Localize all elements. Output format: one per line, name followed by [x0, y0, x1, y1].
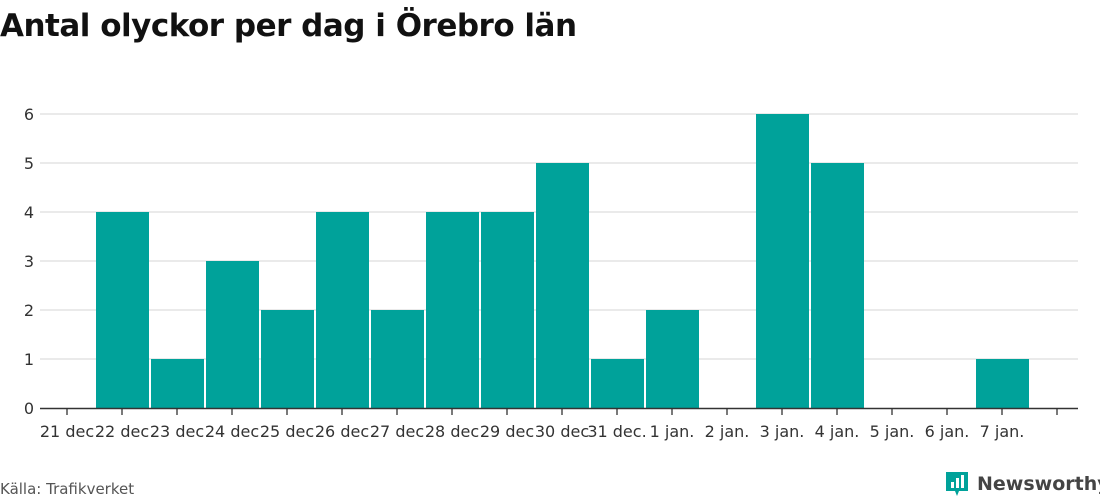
bar [536, 163, 589, 408]
y-tick-label: 1 [24, 350, 34, 369]
x-tick-label: 23 dec [150, 422, 204, 441]
bar [976, 359, 1029, 408]
x-tick-label: 27 dec [370, 422, 424, 441]
brand-name: Newsworthy [977, 473, 1100, 495]
x-tick-label: 5 jan. [870, 422, 915, 441]
x-tick-label: 29 dec [480, 422, 534, 441]
chart-title: Antal olyckor per dag i Örebro län [0, 8, 577, 44]
bar [96, 212, 149, 408]
y-axis-labels: 0 1 2 3 4 5 6 [24, 105, 34, 418]
x-tick-label: 28 dec [425, 422, 479, 441]
bar [426, 212, 479, 408]
bar [371, 310, 424, 408]
y-tick-label: 5 [24, 154, 34, 173]
source-note: Källa: Trafikverket [0, 480, 135, 498]
bar [756, 114, 809, 408]
bar [261, 310, 314, 408]
x-tick-label: 21 dec [40, 422, 94, 441]
x-tick-label: 30 dec [535, 422, 589, 441]
x-tick-label: 2 jan. [705, 422, 750, 441]
bar-chart: 0 1 2 3 4 5 6 21 dec 22 dec 23 dec 24 dec 25 dec 26… [24, 105, 1078, 441]
x-tick-label: 7 jan. [980, 422, 1025, 441]
x-tick-label: 25 dec [260, 422, 314, 441]
x-tick-label: 6 jan. [925, 422, 970, 441]
y-tick-label: 4 [24, 203, 34, 222]
x-tick-label: 4 jan. [815, 422, 860, 441]
x-tick-label: 26 dec [315, 422, 369, 441]
y-tick-label: 6 [24, 105, 34, 124]
y-tick-label: 3 [24, 252, 34, 271]
y-tick-label: 2 [24, 301, 34, 320]
x-tick-label: 22 dec [95, 422, 149, 441]
bar [811, 163, 864, 408]
x-tick-label: 3 jan. [760, 422, 805, 441]
y-tick-label: 0 [24, 399, 34, 418]
brand-logo[interactable]: Newsworthy [944, 468, 1100, 500]
bar [151, 359, 204, 408]
bar [481, 212, 534, 408]
x-tick-label: 1 jan. [650, 422, 695, 441]
x-axis-labels: 21 dec 22 dec 23 dec 24 dec 25 dec 26 dec 27 d… [40, 422, 1025, 441]
bar [316, 212, 369, 408]
x-axis [40, 407, 1078, 415]
x-tick-label: 24 dec [205, 422, 259, 441]
newsworthy-logo-icon [946, 472, 968, 496]
bar [206, 261, 259, 408]
bar [646, 310, 699, 408]
bar [591, 359, 644, 408]
bars [96, 114, 1029, 408]
x-tick-label: 31 dec. [587, 422, 646, 441]
